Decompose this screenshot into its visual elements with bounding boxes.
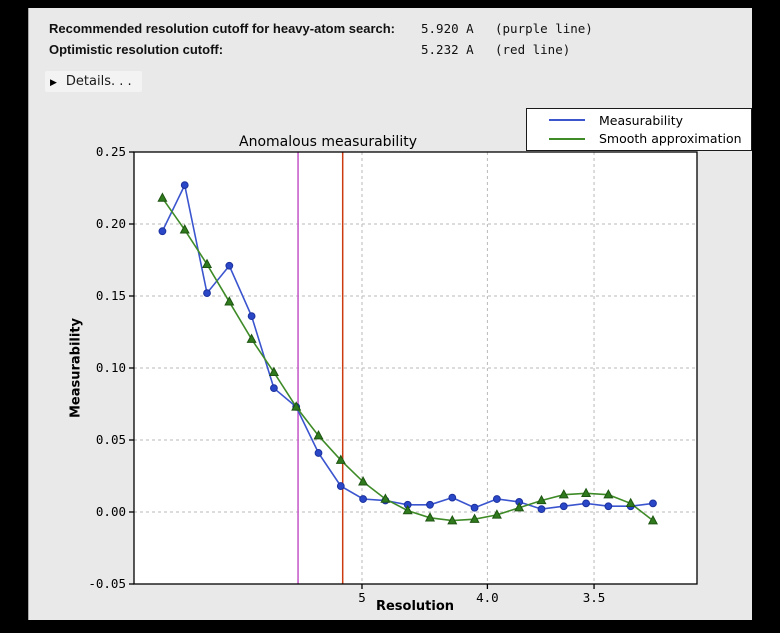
marker-triangle [201,258,213,269]
optimistic-cutoff-value: 5.232 A [421,42,474,57]
optimistic-cutoff-label: Optimistic resolution cutoff: [49,42,224,57]
marker-circle [559,502,568,511]
marker-triangle [447,514,458,525]
y-tick-label: 0.20 [96,216,126,231]
marker-circle [470,503,479,512]
legend-line-sample-blue [549,119,585,122]
details-disclosure-button[interactable]: ▶ Details. . . [45,71,142,92]
marker-circle [314,449,323,457]
recommended-cutoff-row: Recommended resolution cutoff for heavy-… [29,21,752,37]
marker-circle [203,289,211,298]
marker-triangle [402,504,413,515]
y-tick-label: 0.00 [96,504,126,519]
y-tick-label: -0.05 [88,576,126,591]
y-tick-label: 0.25 [96,144,126,159]
marker-triangle [246,333,257,343]
marker-triangle [581,487,592,497]
marker-triangle [514,502,525,512]
marker-triangle [469,513,480,523]
marker-circle [158,227,167,236]
marker-triangle [179,224,190,234]
marker-triangle [224,296,235,306]
marker-triangle [157,192,168,202]
marker-triangle [313,430,324,440]
marker-triangle [558,489,569,499]
y-tick-label: 0.10 [96,360,126,375]
marker-triangle [291,401,302,411]
recommended-cutoff-note: (purple line) [495,21,593,36]
x-tick-label: 4.0 [476,590,499,605]
marker-triangle [335,454,346,464]
marker-circle [492,495,501,503]
x-tick-label: 5 [358,590,366,605]
xtriage-anomalous-signal-panel: Recommended resolution cutoff for heavy-… [28,8,752,620]
marker-triangle [380,493,391,503]
marker-triangle [491,509,502,519]
legend-line-sample-green [549,137,585,140]
x-tick-label: 3.5 [583,590,606,605]
y-axis-label: Measurability [68,317,84,419]
marker-circle [448,493,457,502]
legend-label: Smooth approximation [599,131,742,147]
legend-entry-smooth-approximation: Smooth approximation [527,131,751,146]
marker-circle [359,495,368,503]
recommended-cutoff-label: Recommended resolution cutoff for heavy-… [49,21,396,36]
chart-title: Anomalous measurability [239,134,417,150]
marker-triangle [603,489,614,499]
optimistic-cutoff-row: Optimistic resolution cutoff: 5.232 A (r… [29,42,752,58]
marker-circle [537,505,546,514]
marker-triangle [625,497,636,508]
marker-circle [225,261,234,270]
disclosure-triangle-icon: ▶ [50,76,57,87]
x-axis-label: Resolution [375,599,455,614]
marker-triangle [647,514,659,525]
marker-circle [426,500,434,509]
marker-circle [270,384,278,393]
marker-circle [180,181,189,190]
measurability-plot-canvas: 0.25 0.20 0.15 0.10 0.05 0.00 -0.05 5 4.0 3.5 [88,144,698,605]
marker-triangle [536,494,547,505]
marker-triangle [358,476,369,486]
marker-circle [582,499,590,508]
marker-circle [649,499,657,508]
legend-entry-measurability: Measurability [527,113,751,128]
y-tick-label: 0.05 [96,432,126,447]
chart-legend: Measurability Smooth approximation [526,108,752,151]
details-label: Details. . . [65,74,132,89]
y-tick-label: 0.15 [96,288,126,303]
marker-circle [336,482,345,490]
optimistic-cutoff-note: (red line) [495,42,571,57]
marker-circle [247,312,256,321]
recommended-cutoff-value: 5.920 A [421,21,474,36]
marker-triangle [268,366,279,377]
marker-triangle [424,512,436,522]
marker-circle [604,502,613,511]
legend-label: Measurability [599,112,684,128]
